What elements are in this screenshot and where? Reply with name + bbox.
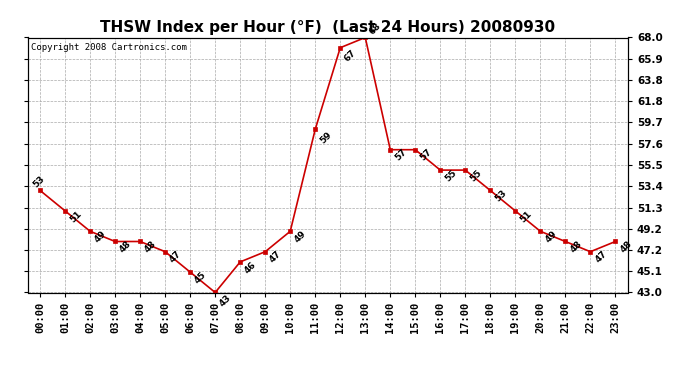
Text: Copyright 2008 Cartronics.com: Copyright 2008 Cartronics.com: [30, 43, 186, 52]
Text: 47: 47: [268, 249, 284, 265]
Text: 48: 48: [568, 239, 584, 255]
Title: THSW Index per Hour (°F)  (Last 24 Hours) 20080930: THSW Index per Hour (°F) (Last 24 Hours)…: [100, 20, 555, 35]
Text: 48: 48: [118, 239, 133, 255]
Text: 53: 53: [32, 174, 47, 190]
Text: 45: 45: [193, 270, 208, 285]
Text: 47: 47: [593, 249, 609, 265]
Text: 57: 57: [418, 147, 433, 163]
Text: 49: 49: [543, 229, 558, 244]
Text: 43: 43: [218, 293, 233, 308]
Text: 57: 57: [393, 147, 408, 163]
Text: 51: 51: [518, 209, 533, 224]
Text: 55: 55: [443, 168, 458, 183]
Text: 49: 49: [93, 229, 108, 244]
Text: 55: 55: [468, 168, 483, 183]
Text: 48: 48: [143, 239, 158, 255]
Text: 48: 48: [618, 239, 633, 255]
Text: 68: 68: [368, 21, 383, 37]
Text: 47: 47: [168, 249, 184, 265]
Text: 67: 67: [343, 48, 358, 64]
Text: 59: 59: [318, 130, 333, 145]
Text: 49: 49: [293, 229, 308, 244]
Text: 53: 53: [493, 188, 509, 204]
Text: 51: 51: [68, 209, 83, 224]
Text: 46: 46: [243, 260, 258, 275]
